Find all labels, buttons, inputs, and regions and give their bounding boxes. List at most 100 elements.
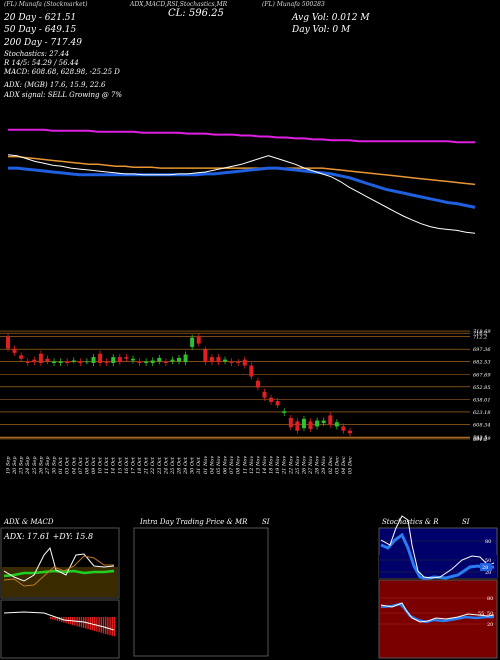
macd-label: MACD: 608.68, 628.98, -25.25 D [4, 68, 120, 76]
date-tick-label: 29 Nov [321, 456, 327, 475]
candle-body [203, 349, 208, 363]
date-tick-label: 22 Oct [150, 456, 156, 475]
candle-body [321, 420, 326, 424]
price-tick-label: 667.69 [473, 372, 491, 378]
macd-bar [85, 617, 87, 629]
macd-bar [58, 617, 61, 622]
candle-body [45, 358, 50, 362]
macd-bar [111, 617, 113, 636]
date-tick-label: 07 Nov [229, 456, 235, 474]
candle-body [209, 357, 214, 363]
candle-body [183, 354, 188, 363]
adx-readout: ADX: 17.61 +DY: 15.8 [3, 532, 93, 541]
macd-bar [98, 617, 100, 633]
candle-body [12, 348, 17, 353]
candle-body [295, 421, 300, 431]
adx-signal-label: ADX signal: SELL Growing @ 7% [4, 91, 123, 99]
macd-bar [67, 617, 69, 624]
candle-body [25, 361, 30, 363]
candle-body [249, 365, 254, 377]
avg-vol-label: Avg Vol: 0.012 M [292, 13, 370, 23]
date-tick-label: 05 Dec [348, 456, 354, 474]
macd-bar [69, 617, 72, 625]
candle-body [130, 358, 135, 361]
candle-body [150, 360, 155, 363]
macd-line [3, 611, 115, 631]
stoch-si-title: SI [462, 518, 470, 526]
date-tick-label: 19 Sep [6, 456, 12, 474]
ma50-label: 50 Day - 649.15 [4, 25, 77, 35]
candle-body [262, 391, 267, 398]
date-tick-label: 13 Nov [255, 456, 261, 474]
candle-body [71, 360, 76, 362]
date-tick-label: 30 Sep [52, 456, 58, 474]
date-tick-label: 27 Sep [45, 456, 51, 475]
candle-body [111, 357, 116, 363]
date-tick-label: 01 Oct [58, 456, 64, 474]
stoch-tick-20: 20 [485, 570, 491, 576]
ma20-line [7, 154, 476, 234]
rsi-tick-80: 80 [487, 596, 493, 602]
macd-bar [80, 617, 83, 628]
rsi-blue-line [380, 602, 494, 624]
macd-bar [107, 617, 109, 635]
candle-body [334, 422, 339, 427]
date-tick-label: 02 Dec [328, 456, 334, 474]
candle-body [190, 337, 195, 347]
date-tick-label: 17 Oct [130, 456, 136, 474]
date-tick-label: 04 Dec [341, 456, 347, 474]
candle-body [328, 415, 333, 425]
stoch-tick-80: 80 [485, 539, 491, 545]
stoch-r-label: R 14/5: 54.29 / 56.44 [4, 59, 79, 67]
price-tick-label: 623.18 [473, 410, 491, 416]
macd-bar [113, 617, 116, 637]
candle-body [65, 361, 70, 363]
date-tick-label: 23 Sep [19, 456, 25, 475]
macd-bar [63, 617, 65, 623]
header-symbol-info: (FL) Munafa (Stockmarket) [4, 1, 88, 8]
candle-body [84, 361, 89, 363]
macd-bar [56, 617, 58, 621]
date-tick-label: 26 Nov [301, 456, 307, 475]
stoch-panel [378, 527, 498, 579]
rsi-white-line [380, 602, 495, 623]
date-tick-label: 01 Nov [203, 456, 209, 474]
macd-bar [109, 617, 111, 636]
adx-orange-line [3, 555, 114, 587]
date-tick-label: 21 Oct [144, 456, 150, 475]
stoch-value-label: 28 [482, 565, 488, 571]
candle-body [58, 361, 63, 363]
date-tick-label: 05 Nov [216, 456, 222, 474]
candle-body [170, 359, 175, 362]
date-tick-label: 24 Sep [25, 456, 31, 475]
intraday-panel-title: Intra Day Trading Price & MR [140, 518, 248, 526]
price-tick-label: 591.2 [473, 437, 487, 443]
candle-body [315, 420, 320, 427]
date-tick-label: 29 Oct [183, 456, 189, 475]
date-tick-label: 25 Nov [295, 456, 301, 475]
ma200-line [8, 128, 475, 144]
price-tick-label: 716.2 [473, 331, 487, 337]
date-tick-label: 15 Oct [117, 456, 123, 474]
date-tick-label: 03 Dec [334, 456, 340, 474]
date-tick-label: 08 Oct [84, 456, 90, 474]
date-tick-label: 11 Nov [242, 456, 248, 474]
price-tick-label: 718.69 [473, 329, 491, 335]
ma200-label: 200 Day - 717.49 [4, 38, 82, 48]
candle-body [255, 380, 260, 388]
ma20-label: 20 Day - 621.51 [4, 13, 77, 23]
price-tick-label: 608.34 [473, 422, 491, 428]
date-tick-label: 04 Oct [71, 456, 77, 474]
stoch-panel-lower [379, 555, 497, 578]
header-code: (FL) Munafa 500283 [262, 1, 325, 8]
candle-body [269, 397, 274, 402]
date-tick-label: 30 Oct [190, 456, 196, 474]
candle-body [104, 361, 109, 363]
candle-body [124, 357, 129, 359]
date-tick-label: 14 Nov [262, 456, 268, 474]
candle-body [242, 359, 247, 366]
date-tick-label: 08 Nov [236, 456, 242, 474]
date-tick-label: 24 Oct [163, 456, 169, 475]
candle-body [236, 362, 241, 364]
